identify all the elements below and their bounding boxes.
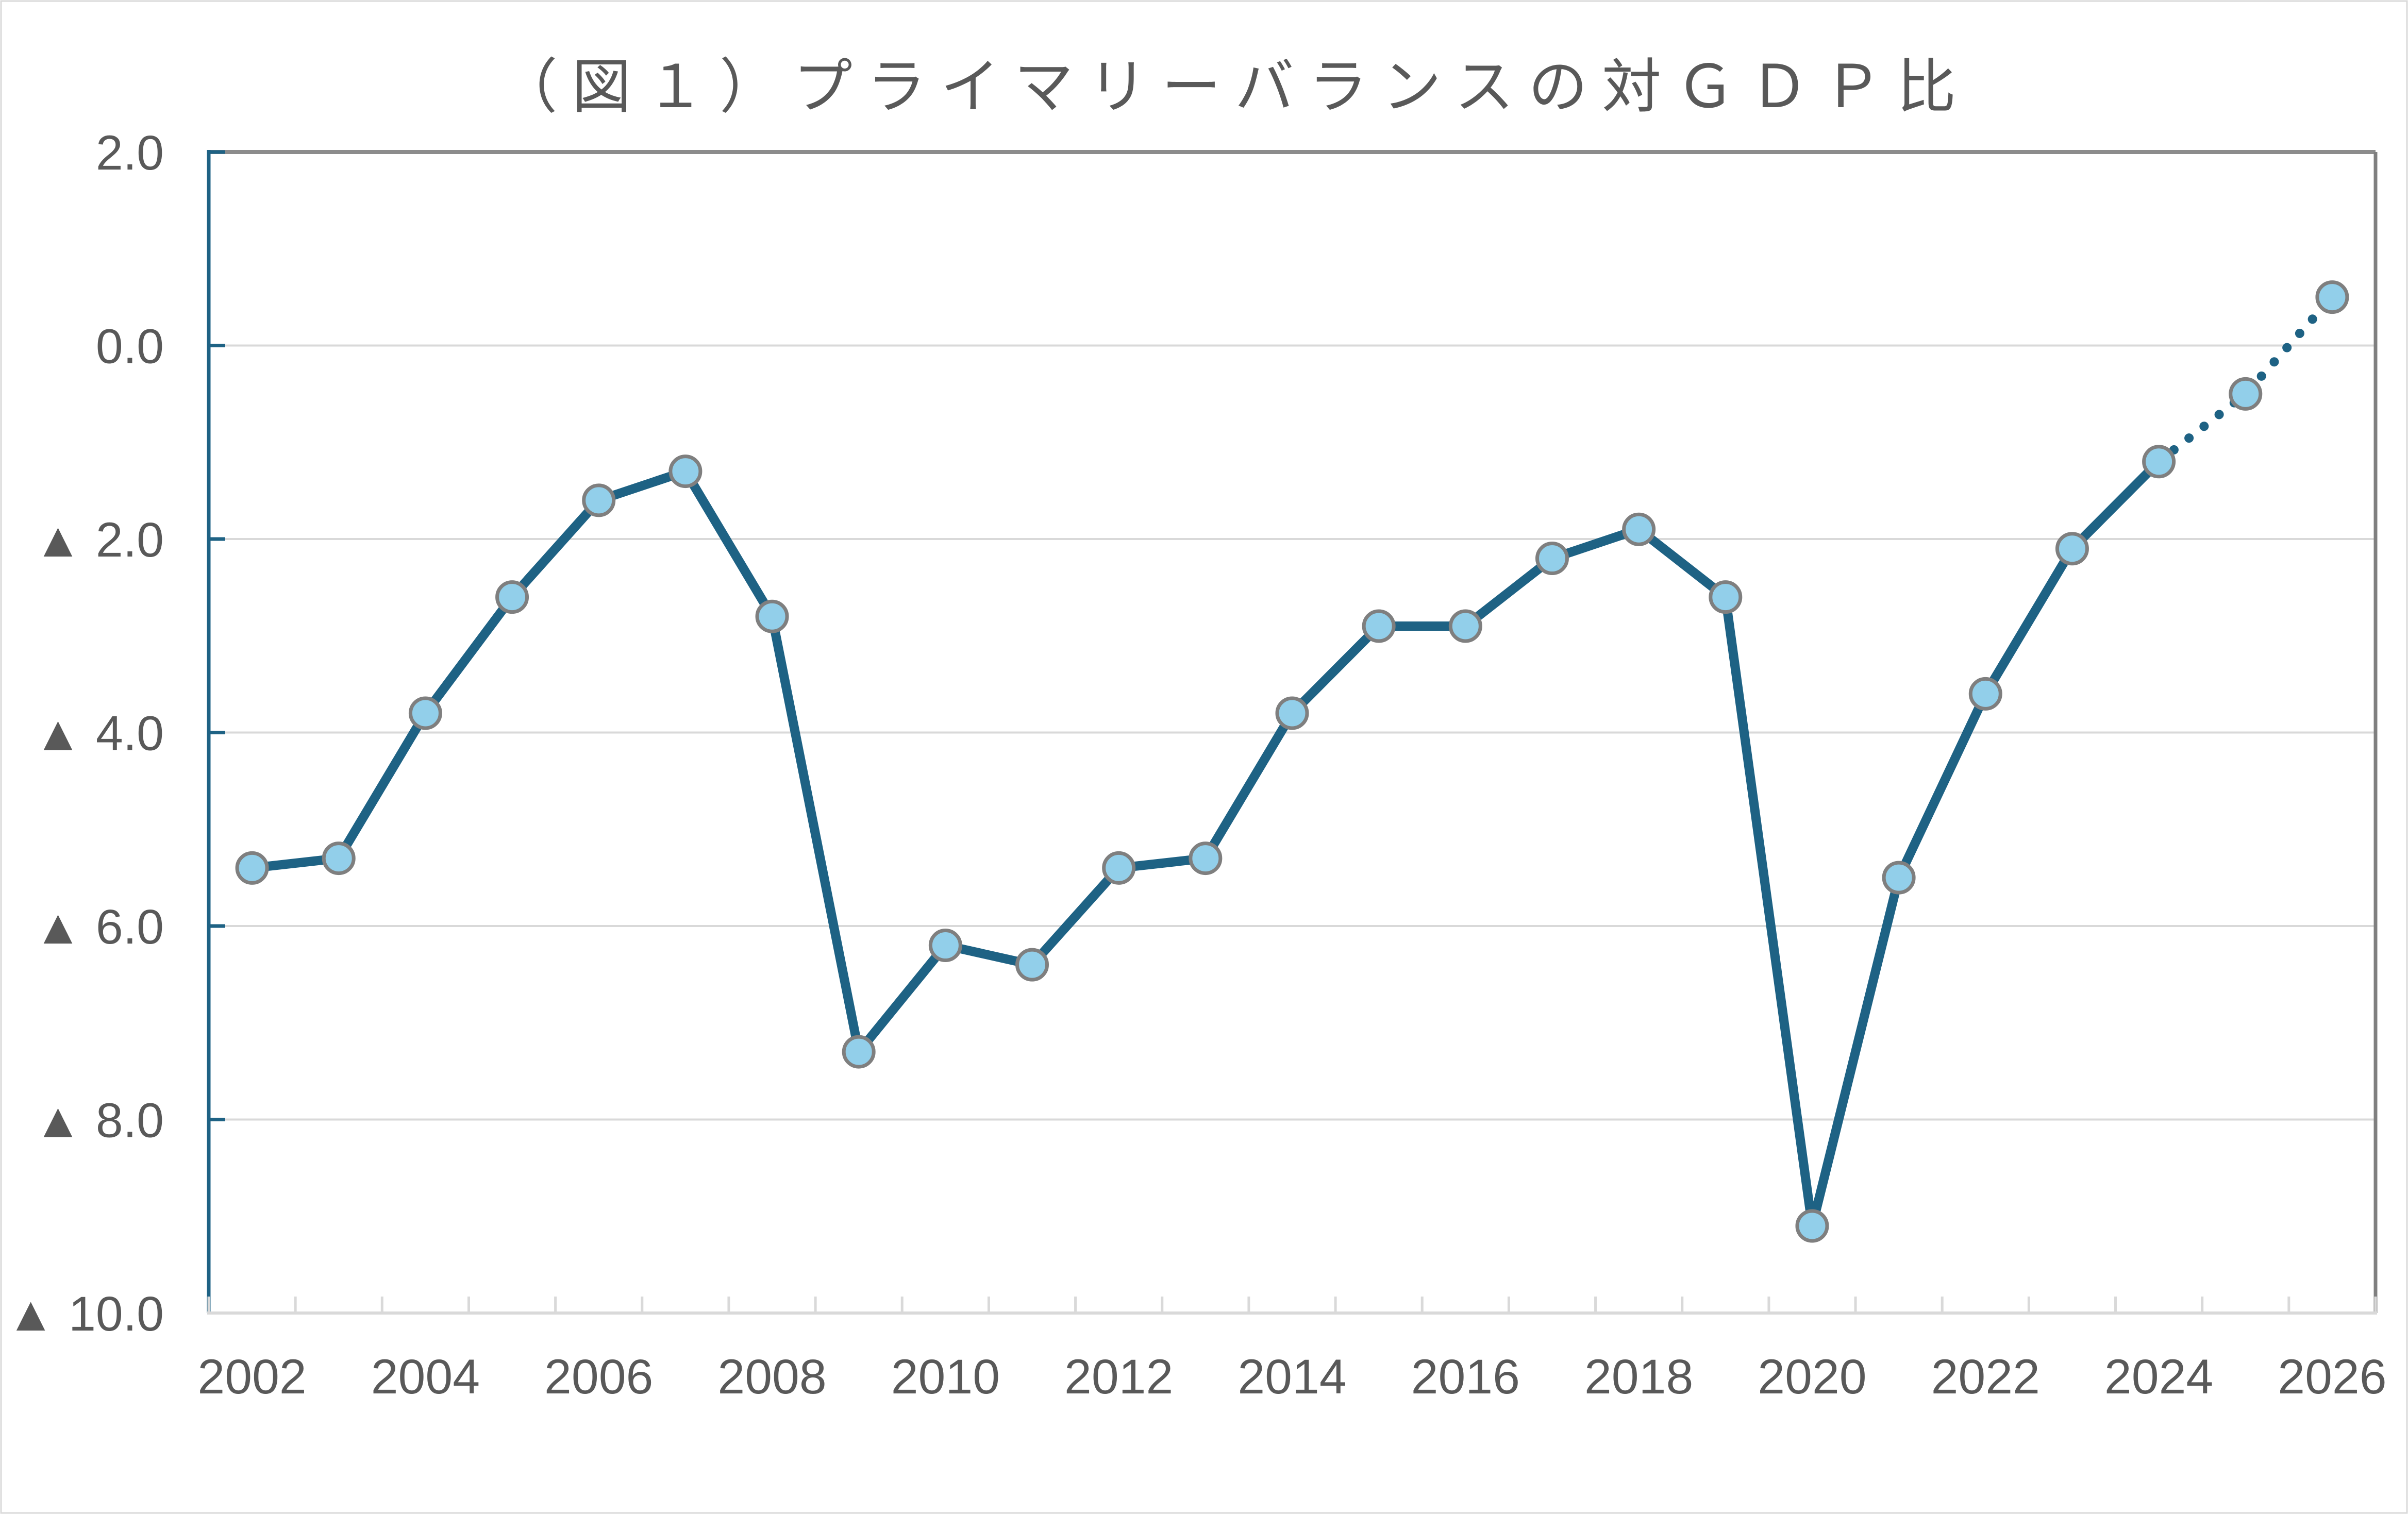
data-point-2023 [2055, 532, 2089, 566]
data-point-2012 [1102, 851, 1136, 885]
x-tick-label: 2010 [891, 1350, 1000, 1404]
data-point-2013 [1189, 842, 1223, 876]
data-series-projection-dotted [2154, 292, 2337, 466]
data-point-2018 [1622, 512, 1656, 546]
data-point-2014 [1275, 696, 1309, 730]
markers-group [235, 280, 2349, 1243]
x-tick-label: 2008 [717, 1350, 826, 1404]
data-point-2008 [755, 599, 789, 633]
x-tick-label: 2016 [1411, 1350, 1520, 1404]
data-point-2025 [2229, 377, 2263, 411]
data-point-2015 [1362, 609, 1396, 643]
plot-borders-group [209, 150, 2378, 1313]
data-point-2004 [408, 696, 442, 730]
y-tick-label: ▲ 6.0 [34, 900, 164, 954]
data-point-2024 [2142, 445, 2176, 479]
data-point-2007 [668, 455, 703, 489]
x-tick-label: 2012 [1064, 1350, 1173, 1404]
data-point-2017 [1535, 542, 1569, 576]
data-point-2009 [842, 1035, 876, 1069]
x-tick-label: 2026 [2278, 1350, 2386, 1404]
x-tick-label: 2002 [197, 1350, 306, 1404]
x-tick-label: 2018 [1584, 1350, 1693, 1404]
x-tick-label: 2022 [1931, 1350, 2040, 1404]
y-tick-label: ▲ 4.0 [34, 706, 164, 761]
y-tick-label: ▲ 2.0 [34, 513, 164, 567]
x-axis-labels-group: 2002 2004 2006 2008 2010 2012 2014 2016 2018 2020… [197, 1350, 2386, 1404]
y-tick-label: 0.0 [96, 319, 164, 374]
data-point-2026 [2315, 280, 2349, 314]
data-point-2020 [1795, 1209, 1829, 1243]
x-tick-label: 2024 [2104, 1350, 2213, 1404]
y-tick-label: 2.0 [96, 126, 164, 180]
data-point-2016 [1448, 609, 1482, 643]
data-point-2011 [1015, 948, 1049, 982]
data-point-2010 [928, 929, 962, 963]
data-point-2005 [495, 580, 529, 614]
data-point-2022 [1968, 677, 2002, 711]
x-tick-label: 2020 [1758, 1350, 1866, 1404]
x-tick-label: 2014 [1238, 1350, 1346, 1404]
axes-group [207, 150, 2377, 1315]
data-point-2019 [1709, 580, 1743, 614]
data-point-2003 [322, 842, 356, 876]
x-tick-label: 2004 [371, 1350, 480, 1404]
x-tick-label: 2006 [544, 1350, 653, 1404]
data-point-2021 [1882, 861, 1916, 895]
y-tick-label: ▲ 8.0 [34, 1094, 164, 1148]
y-axis-labels-group: 2.0 0.0 ▲ 2.0 ▲ 4.0 ▲ 6.0 ▲ 8.0 ▲ 10.0 [7, 126, 164, 1341]
y-tick-label: ▲ 10.0 [7, 1287, 164, 1341]
chart-title: （図１）プライマリーバランスの対ＧＤＰ比 [498, 54, 1971, 120]
data-point-2006 [582, 483, 616, 517]
data-point-2002 [235, 851, 269, 885]
